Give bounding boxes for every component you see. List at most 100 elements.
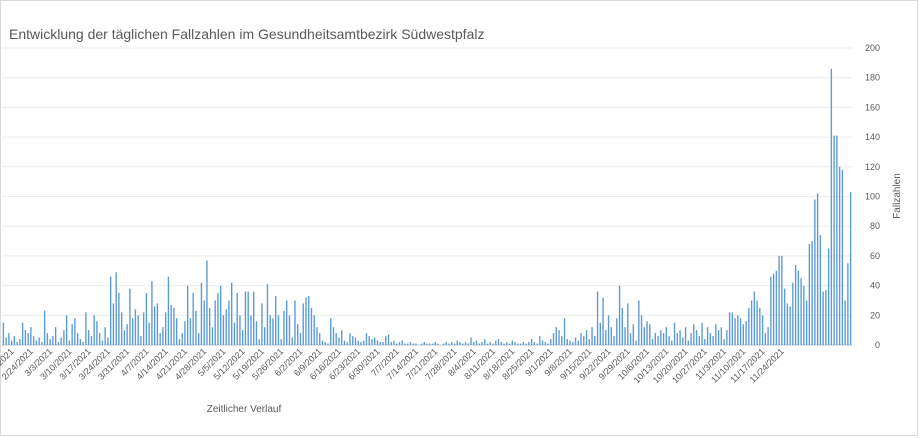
- bar: [712, 336, 714, 345]
- bar: [203, 300, 205, 345]
- bar: [632, 324, 634, 345]
- bar: [825, 290, 827, 345]
- y-tick-label: 40: [870, 281, 880, 291]
- bar: [30, 327, 32, 345]
- bar: [500, 342, 502, 345]
- bar: [247, 291, 249, 345]
- bar: [704, 339, 706, 345]
- bar: [690, 333, 692, 345]
- bar: [371, 339, 373, 345]
- bar: [52, 336, 54, 345]
- bar: [104, 327, 106, 345]
- y-tick-label: 200: [865, 43, 880, 53]
- bar: [308, 295, 310, 345]
- bar: [431, 343, 434, 345]
- y-tick-label: 100: [865, 192, 880, 202]
- bar: [709, 333, 712, 345]
- bar: [739, 318, 742, 345]
- bar: [684, 327, 687, 345]
- bar: [365, 333, 368, 345]
- bar: [195, 310, 197, 345]
- bar: [497, 339, 500, 345]
- bar: [822, 291, 824, 345]
- bar: [566, 339, 568, 345]
- bar: [87, 330, 90, 345]
- bar: [756, 300, 758, 345]
- y-tick-label: 180: [865, 73, 880, 83]
- bar: [723, 339, 725, 345]
- bar: [197, 333, 200, 345]
- bar: [720, 327, 723, 345]
- bar: [541, 340, 544, 345]
- bar: [651, 339, 654, 345]
- bar: [462, 343, 464, 345]
- bar: [261, 303, 263, 345]
- bar: [38, 337, 40, 345]
- bar: [299, 333, 302, 345]
- bar: [767, 327, 769, 345]
- bar: [98, 333, 101, 345]
- x-axis-title: Zeitlicher Verlauf: [207, 404, 282, 415]
- bar: [21, 322, 24, 345]
- bar: [242, 330, 244, 345]
- bar: [126, 324, 128, 345]
- bar: [640, 315, 643, 345]
- bar: [701, 322, 703, 345]
- bar: [49, 339, 51, 345]
- bar: [382, 342, 384, 345]
- y-axis-ticks: 0 20 40 60 80 100 120 140 160 180 200: [865, 43, 880, 350]
- bar: [220, 285, 222, 345]
- bar: [170, 304, 172, 345]
- bar: [415, 343, 417, 345]
- y-axis-title: Fallzahlen: [892, 173, 903, 219]
- bar: [8, 333, 10, 345]
- bar: [57, 342, 60, 345]
- bar: [797, 270, 800, 345]
- bar: [492, 343, 494, 345]
- bar: [214, 300, 216, 345]
- bar: [646, 321, 648, 345]
- bar: [310, 307, 313, 345]
- bar: [775, 270, 778, 345]
- bar: [627, 303, 629, 345]
- bar: [607, 315, 610, 345]
- bar: [786, 303, 789, 345]
- bar: [360, 342, 362, 345]
- bar: [10, 340, 13, 345]
- bar: [803, 285, 805, 345]
- bar: [808, 244, 811, 345]
- bar: [470, 337, 472, 345]
- bar: [153, 306, 156, 345]
- y-tick-label: 120: [865, 162, 880, 172]
- bar: [827, 248, 830, 345]
- bar: [830, 68, 833, 345]
- bar: [849, 192, 852, 345]
- bar: [805, 300, 808, 345]
- bar: [706, 327, 709, 345]
- bar: [814, 199, 816, 345]
- bar: [536, 343, 538, 345]
- bar: [448, 343, 450, 345]
- bar: [693, 324, 695, 345]
- bar: [181, 333, 183, 345]
- bar: [715, 324, 717, 345]
- bar: [46, 333, 49, 345]
- bar: [374, 337, 376, 345]
- bar: [24, 330, 27, 345]
- bar: [585, 330, 588, 345]
- bar: [330, 318, 332, 345]
- bar: [734, 318, 736, 345]
- bar: [495, 340, 497, 345]
- gridlines: [2, 47, 852, 346]
- bar: [778, 255, 780, 345]
- bar: [140, 336, 142, 345]
- bar: [459, 342, 461, 345]
- bar: [404, 343, 406, 345]
- bar: [178, 339, 181, 345]
- bar: [772, 273, 775, 345]
- bar: [561, 336, 563, 345]
- bar: [539, 336, 541, 345]
- bar: [280, 339, 282, 345]
- bar: [32, 336, 35, 345]
